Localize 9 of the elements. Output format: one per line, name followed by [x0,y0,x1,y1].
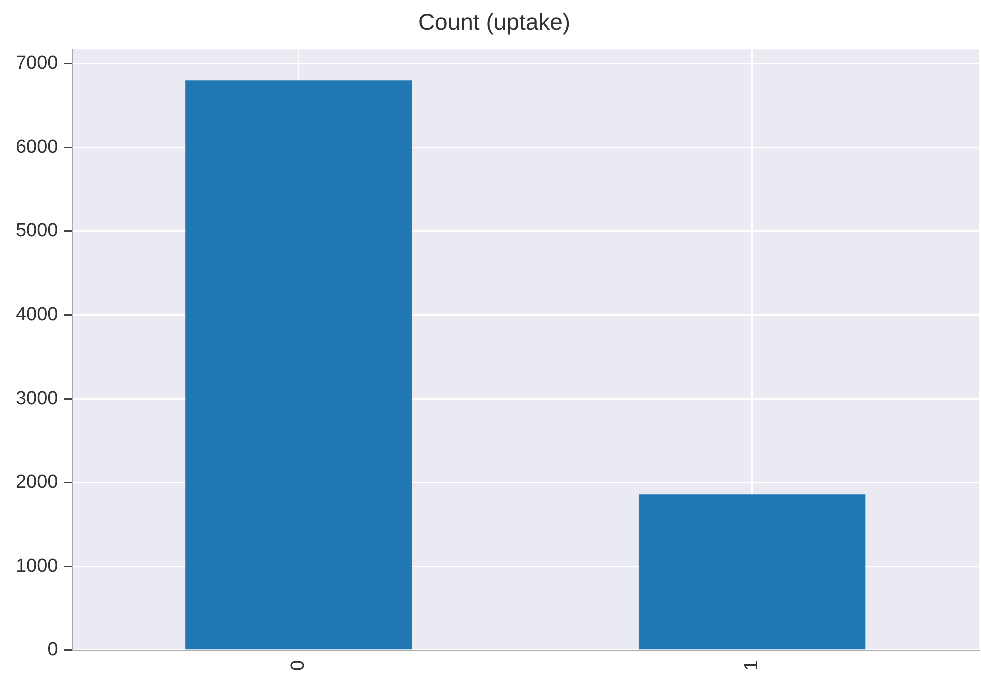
y-tick-label: 1000 [16,556,58,577]
y-tick-label: 4000 [16,304,58,326]
y-tick-label: 2000 [16,472,58,494]
y-tick-label: 6000 [16,136,58,158]
y-tick-label: 3000 [16,388,58,410]
x-tick-label: 1 [742,660,763,672]
chart-title: Count (uptake) [418,9,571,36]
y-tick-label: 5000 [16,220,58,242]
y-tick-label: 7000 [16,53,58,74]
